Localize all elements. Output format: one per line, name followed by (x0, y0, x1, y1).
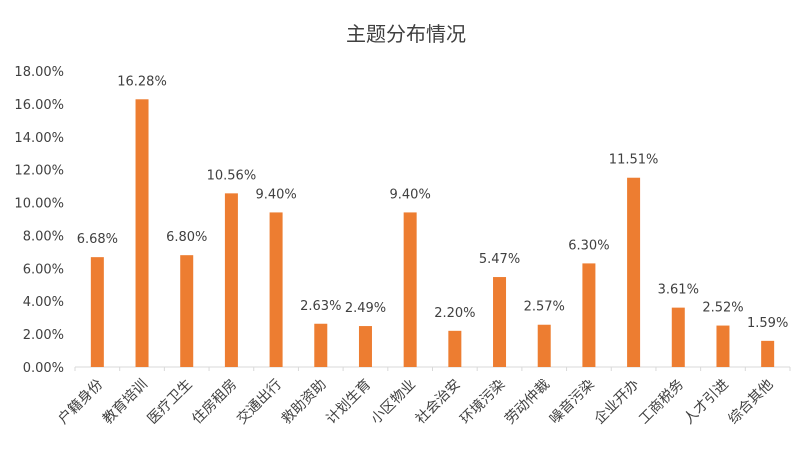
bar (627, 177, 641, 367)
bar (269, 212, 283, 367)
data-label: 2.52% (702, 301, 743, 316)
bar (537, 324, 551, 367)
x-tick-label: 环境污染 (457, 377, 508, 428)
data-label: 2.57% (524, 300, 565, 315)
x-tick-label: 交通出行 (233, 376, 285, 428)
data-label: 9.40% (390, 187, 431, 202)
data-label: 2.63% (300, 299, 341, 314)
x-tick-label: 户籍身份 (55, 376, 107, 428)
y-tick-label: 2.00% (23, 328, 64, 343)
y-tick-label: 4.00% (23, 295, 64, 310)
x-tick-label: 综合其他 (726, 377, 777, 428)
x-tick-label: 计划生育 (323, 377, 374, 428)
bar (224, 193, 238, 367)
y-tick-label: 16.00% (14, 98, 64, 113)
bar (180, 255, 194, 367)
bar (90, 257, 104, 367)
x-tick-label: 劳动仲裁 (502, 377, 553, 428)
data-label: 3.61% (658, 283, 699, 298)
x-tick-label: 人才引进 (681, 377, 732, 428)
data-label: 6.30% (568, 238, 609, 253)
bar (493, 277, 507, 367)
bar (314, 323, 328, 367)
data-label: 5.47% (479, 252, 520, 267)
y-tick-label: 14.00% (14, 131, 64, 146)
x-tick-label: 教育培训 (100, 377, 151, 428)
x-tick-label: 噪音污染 (546, 376, 598, 428)
x-tick-label: 救助资助 (279, 377, 330, 428)
data-label: 11.51% (609, 153, 659, 168)
chart-title: 主题分布情况 (346, 22, 466, 46)
data-label: 6.68% (77, 232, 118, 247)
bar (135, 99, 149, 367)
bar (582, 263, 596, 367)
x-tick-label: 社会治安 (413, 377, 464, 428)
data-label: 1.59% (747, 316, 788, 331)
x-tick-label: 医疗卫生 (145, 377, 196, 428)
x-tick-label: 小区物业 (368, 377, 419, 428)
bar (761, 340, 775, 367)
data-label: 9.40% (255, 187, 296, 202)
bar (358, 326, 372, 367)
x-tick-label: 工商税务 (636, 377, 687, 428)
x-tick-label: 企业开办 (591, 376, 643, 428)
y-tick-label: 6.00% (23, 262, 64, 277)
data-label: 10.56% (207, 168, 257, 183)
bar (671, 307, 685, 367)
data-label: 16.28% (117, 74, 167, 89)
y-tick-label: 0.00% (23, 361, 64, 376)
bar (716, 325, 730, 367)
bar (403, 212, 417, 367)
y-tick-label: 12.00% (14, 164, 64, 179)
y-tick-label: 18.00% (14, 65, 64, 80)
data-label: 2.49% (345, 301, 386, 316)
data-label: 6.80% (166, 230, 207, 245)
data-label: 2.20% (434, 306, 475, 321)
x-tick-label: 住房租房 (189, 377, 240, 428)
y-tick-label: 10.00% (14, 197, 64, 212)
bar (448, 330, 462, 367)
y-tick-label: 8.00% (23, 229, 64, 244)
